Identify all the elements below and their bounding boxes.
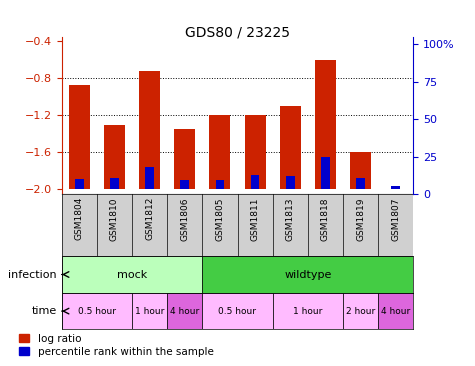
Text: wildtype: wildtype	[284, 269, 332, 280]
Text: GSM1813: GSM1813	[286, 197, 294, 240]
Bar	[209, 115, 230, 189]
Bar	[202, 256, 413, 293]
Bar	[132, 293, 167, 329]
Bar	[180, 180, 189, 189]
Bar	[356, 178, 365, 189]
Bar	[286, 176, 294, 189]
Text: infection: infection	[9, 269, 57, 280]
Bar	[62, 256, 202, 293]
Bar	[174, 129, 195, 189]
Text: 0.5 hour: 0.5 hour	[218, 307, 256, 315]
Bar	[202, 293, 273, 329]
Bar	[139, 71, 160, 189]
Bar	[62, 293, 132, 329]
Bar	[350, 152, 371, 189]
Bar	[245, 115, 266, 189]
Text: GSM1807: GSM1807	[391, 197, 400, 240]
Text: GSM1812: GSM1812	[145, 197, 154, 240]
Text: GSM1804: GSM1804	[75, 197, 84, 240]
Text: 2 hour: 2 hour	[346, 307, 375, 315]
Text: GSM1806: GSM1806	[180, 197, 189, 240]
Bar	[167, 293, 202, 329]
Text: 1 hour: 1 hour	[135, 307, 164, 315]
Bar	[69, 85, 90, 189]
Text: time: time	[32, 306, 57, 316]
Bar	[145, 167, 154, 189]
Legend: log ratio, percentile rank within the sample: log ratio, percentile rank within the sa…	[15, 329, 218, 361]
Bar	[321, 157, 330, 189]
Text: 4 hour: 4 hour	[170, 307, 199, 315]
Text: 0.5 hour: 0.5 hour	[78, 307, 116, 315]
Bar	[216, 180, 224, 189]
Bar	[315, 60, 336, 189]
Text: GSM1811: GSM1811	[251, 197, 259, 240]
Bar	[251, 175, 259, 189]
Text: GSM1805: GSM1805	[216, 197, 224, 240]
Text: 4 hour: 4 hour	[381, 307, 410, 315]
Bar	[391, 186, 400, 189]
Text: 1 hour: 1 hour	[293, 307, 323, 315]
Text: GDS80 / 23225: GDS80 / 23225	[185, 26, 290, 40]
Bar	[75, 179, 84, 189]
Bar	[378, 293, 413, 329]
Bar	[280, 106, 301, 189]
Bar	[110, 178, 119, 189]
Bar	[343, 293, 378, 329]
Text: GSM1819: GSM1819	[356, 197, 365, 240]
Text: GSM1810: GSM1810	[110, 197, 119, 240]
Text: mock: mock	[117, 269, 147, 280]
Bar	[273, 293, 343, 329]
Bar	[104, 124, 125, 189]
Text: GSM1818: GSM1818	[321, 197, 330, 240]
